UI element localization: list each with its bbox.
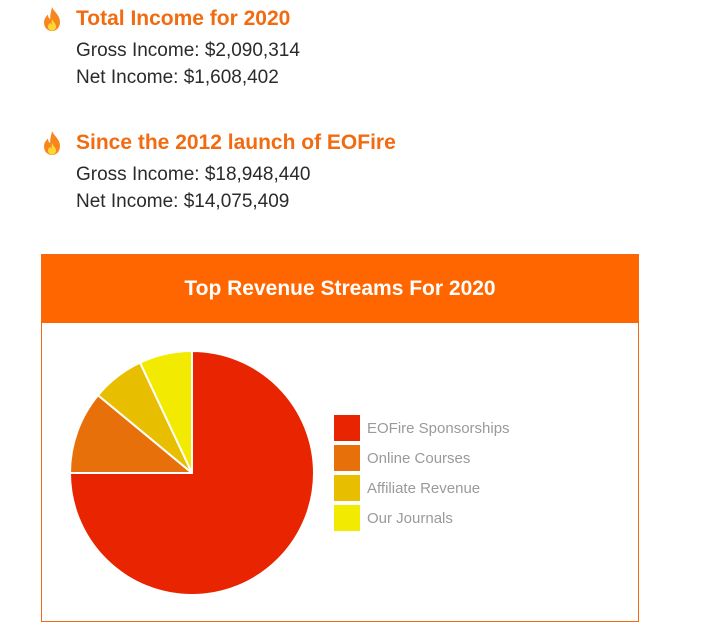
legend-swatch — [334, 445, 360, 471]
chart-header: Top Revenue Streams For 2020 — [42, 255, 638, 323]
pie-chart — [69, 350, 315, 596]
section-title: Total Income for 2020 — [76, 7, 291, 30]
legend-swatch — [334, 475, 360, 501]
flame-icon — [44, 7, 60, 31]
chart-title: Top Revenue Streams For 2020 — [184, 277, 496, 300]
pie-slice-1 — [69, 394, 193, 474]
section-header: Total Income for 2020 — [40, 4, 300, 34]
legend-label: Our Journals — [367, 509, 453, 527]
net-income: Net Income: $1,608,402 — [76, 67, 279, 88]
section-title: Since the 2012 launch of EOFire — [76, 131, 396, 154]
revenue-chart: Top Revenue Streams For 2020 EOFire Spon… — [41, 254, 639, 622]
pie-slice-3 — [139, 350, 193, 474]
net-income: Net Income: $14,075,409 — [76, 191, 290, 212]
legend-label: EOFire Sponsorships — [367, 419, 510, 437]
legend-swatch — [334, 505, 360, 531]
legend-label: Affiliate Revenue — [367, 479, 481, 497]
flame-icon — [44, 131, 60, 155]
gross-income: Gross Income: $18,948,440 — [76, 164, 311, 185]
legend-item: Online Courses — [334, 445, 510, 471]
gross-income: Gross Income: $2,090,314 — [76, 40, 300, 61]
legend-label: Online Courses — [367, 449, 471, 467]
chart-legend: EOFire Sponsorships Online Courses Affilia… — [334, 415, 510, 535]
section-header: Since the 2012 launch of EOFire — [40, 128, 396, 158]
legend-item: Our Journals — [334, 505, 510, 531]
section-total-2020: Total Income for 2020 Gross Income: $2,0… — [40, 4, 300, 91]
legend-item: Affiliate Revenue — [334, 475, 510, 501]
legend-item: EOFire Sponsorships — [334, 415, 510, 441]
section-since-launch: Since the 2012 launch of EOFire Gross In… — [40, 128, 396, 215]
legend-swatch — [334, 415, 360, 441]
